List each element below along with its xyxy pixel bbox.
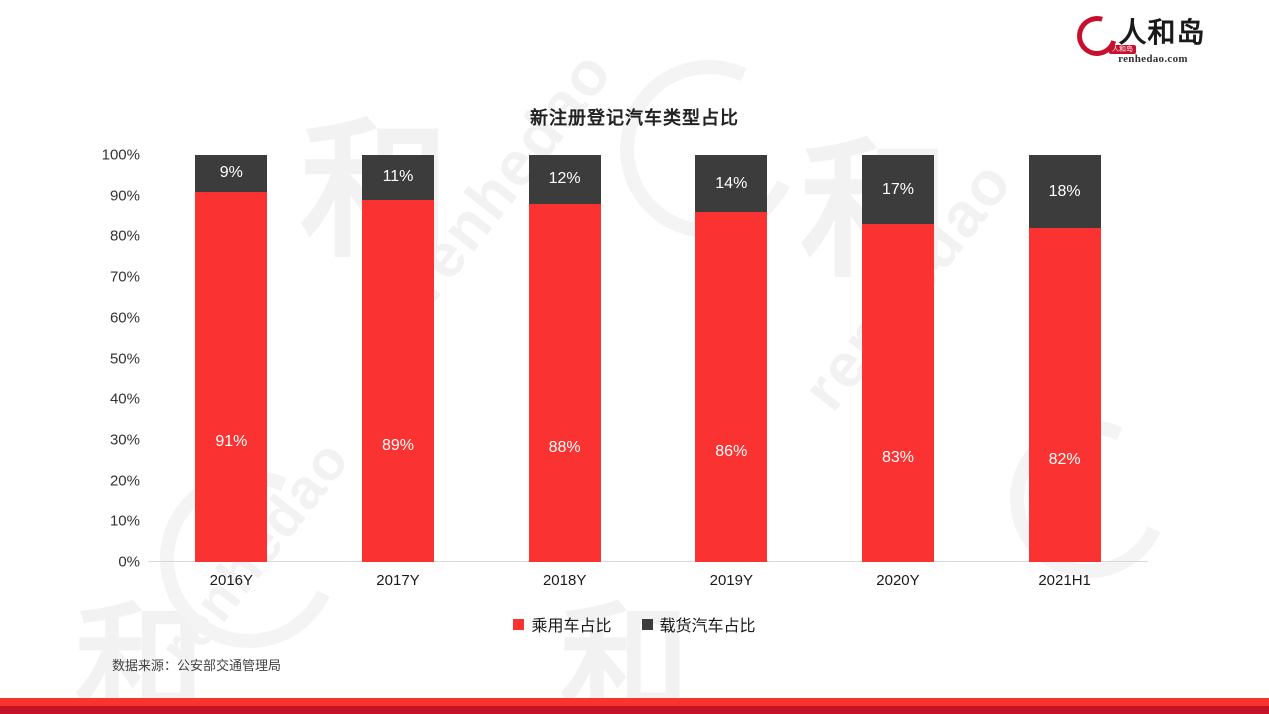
bar-value-label: 89% (381, 436, 414, 454)
bar-column[interactable]: 14% 86% (695, 155, 768, 562)
x-axis-tick: 2020Y (876, 572, 920, 589)
bar-value-label: 11% (382, 168, 414, 186)
logo-brand-name: 人和岛 (1118, 16, 1206, 49)
bar-segment-freight[interactable]: 17% (861, 155, 934, 225)
y-axis-labels: 0% 10% 20% 30% 40% 50% 60% 70% 80% 90% 100% (78, 147, 140, 571)
bar-segment-freight[interactable]: 11% (361, 155, 434, 200)
bar-value-label: 88% (548, 438, 581, 456)
y-axis-tick: 60% (109, 309, 140, 327)
bar-column[interactable]: 12% 88% (528, 155, 601, 562)
bar-segment-passenger[interactable]: 88% (528, 203, 601, 562)
y-axis-tick: 100% (101, 146, 140, 164)
plot-area: 9% 91% 11% 89% 12% 88% 14% 86% 17% 83% 18% 82% (148, 155, 1148, 562)
brand-logo: 人和岛 人和岛 renhedao.com (1069, 8, 1233, 70)
legend-item[interactable]: 乘用车占比 (513, 612, 612, 636)
bar-value-label: 86% (715, 442, 748, 460)
logo-mark: 人和岛 人和岛 (1069, 8, 1233, 64)
x-axis-labels: 2016Y 2017Y 2018Y 2019Y 2020Y 2021H1 (148, 572, 1148, 589)
bar-column[interactable]: 17% 83% (861, 155, 934, 562)
bar-segment-passenger[interactable]: 82% (1028, 228, 1101, 562)
y-axis-tick: 40% (109, 390, 140, 408)
legend-swatch (641, 618, 653, 630)
y-axis-tick: 0% (118, 553, 140, 571)
y-axis-tick: 80% (109, 227, 140, 245)
bar-value-label: 83% (881, 449, 914, 467)
legend-label: 乘用车占比 (531, 618, 612, 635)
bar-value-label: 17% (881, 180, 914, 198)
chart-legend: 乘用车占比 载货汽车占比 (0, 612, 1269, 636)
footer-band-bright (0, 698, 1269, 706)
x-axis-tick: 2018Y (542, 572, 587, 589)
bar-value-label: 12% (548, 170, 581, 188)
bar-segment-passenger[interactable]: 83% (861, 224, 934, 562)
logo-url: renhedao.com (1118, 53, 1188, 65)
x-axis-tick: 2016Y (209, 572, 254, 589)
chart-title: 新注册登记汽车类型占比 (530, 108, 739, 128)
bar-value-label: 14% (715, 174, 748, 192)
bar-segment-freight[interactable]: 9% (195, 155, 268, 192)
legend-item[interactable]: 载货汽车占比 (641, 612, 756, 636)
bar-value-label: 82% (1048, 451, 1081, 469)
bar-column[interactable]: 18% 82% (1028, 155, 1101, 562)
y-axis-tick: 50% (109, 350, 140, 367)
bar-segment-freight[interactable]: 12% (528, 155, 601, 204)
bar-segment-freight[interactable]: 18% (1028, 155, 1101, 229)
x-axis-line (148, 561, 1148, 562)
bar-value-label: 9% (219, 164, 243, 182)
legend-label: 载货汽车占比 (659, 618, 756, 635)
bar-segment-freight[interactable]: 14% (695, 155, 768, 212)
bar-column[interactable]: 9% 91% (195, 155, 268, 562)
bar-segment-passenger[interactable]: 86% (695, 211, 768, 562)
bar-value-label: 91% (215, 432, 248, 450)
bar-value-label: 18% (1048, 182, 1081, 200)
y-axis-tick: 90% (109, 187, 140, 205)
bar-segment-passenger[interactable]: 89% (361, 199, 434, 562)
x-axis-tick: 2017Y (376, 572, 420, 589)
y-axis-tick: 20% (109, 472, 140, 490)
y-axis-tick: 10% (109, 512, 140, 530)
bar-column[interactable]: 11% 89% (361, 155, 434, 562)
logo-badge: 人和岛 (1109, 45, 1136, 54)
bar-segment-passenger[interactable]: 91% (195, 191, 268, 562)
bar-group: 9% 91% 11% 89% 12% 88% 14% 86% 17% 83% 18% 82% (148, 155, 1148, 562)
source-note: 数据来源：公安部交通管理局 (112, 658, 282, 673)
y-axis-tick: 30% (109, 431, 140, 449)
y-axis-tick: 70% (109, 268, 140, 286)
footer-band (0, 698, 1269, 714)
x-axis-tick: 2021H1 (1038, 572, 1091, 589)
x-axis-tick: 2019Y (709, 572, 753, 589)
footer-band-dark (0, 706, 1269, 714)
legend-swatch (513, 618, 525, 630)
